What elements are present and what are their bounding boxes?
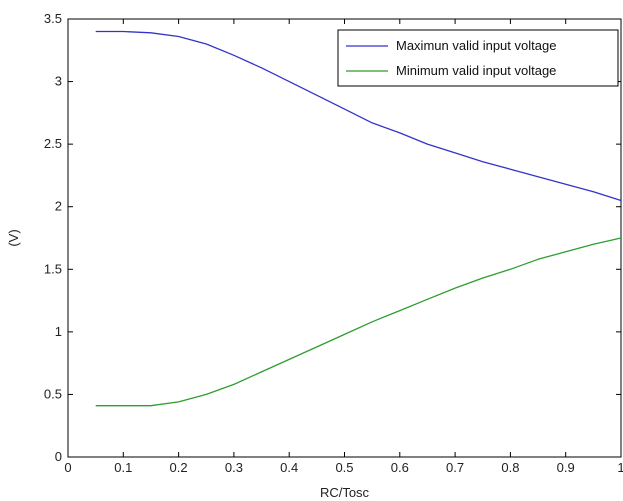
x-tick-label: 0.8	[501, 460, 519, 475]
x-tick-label: 0.3	[225, 460, 243, 475]
legend: Maximun valid input voltage Minimum vali…	[337, 29, 619, 87]
series-line-min-voltage	[95, 237, 622, 407]
x-tick-label: 0.9	[557, 460, 575, 475]
y-tick-label: 1.5	[44, 261, 62, 276]
legend-label-min: Minimum valid input voltage	[396, 63, 556, 78]
x-tick-label: 0	[64, 460, 71, 475]
x-tick-label: 0.5	[335, 460, 353, 475]
y-tick-label: 3.5	[44, 11, 62, 26]
x-tick-label: 0.2	[170, 460, 188, 475]
axes-frame	[67, 18, 622, 458]
y-tick-label: 2	[55, 199, 62, 214]
x-tick-label: 0.1	[114, 460, 132, 475]
y-axis-label: (V)	[6, 229, 21, 246]
legend-label-max: Maximun valid input voltage	[396, 38, 556, 53]
x-tick-label: 1	[617, 460, 623, 475]
x-tick-label: 0.7	[446, 460, 464, 475]
y-tick-label: 0	[55, 449, 62, 464]
legend-box	[337, 29, 619, 87]
x-tick-label: 0.6	[391, 460, 409, 475]
y-tick-label: 2.5	[44, 136, 62, 151]
y-tick-label: 3	[55, 74, 62, 89]
y-tick-label: 1	[55, 324, 62, 339]
ticks-layer: 0 0.1 0.2 0.3 0.4 0.5 0.6 0.7 0.8 0.9 1 0 0.5 1 1.5 2 2.…	[44, 11, 623, 475]
x-tick-label: 0.4	[280, 460, 298, 475]
series-layer	[95, 30, 622, 407]
y-tick-label: 0.5	[44, 386, 62, 401]
x-axis-label: RC/Tosc	[320, 485, 370, 500]
series-line-max-voltage	[95, 30, 622, 202]
plot-area	[67, 18, 622, 458]
